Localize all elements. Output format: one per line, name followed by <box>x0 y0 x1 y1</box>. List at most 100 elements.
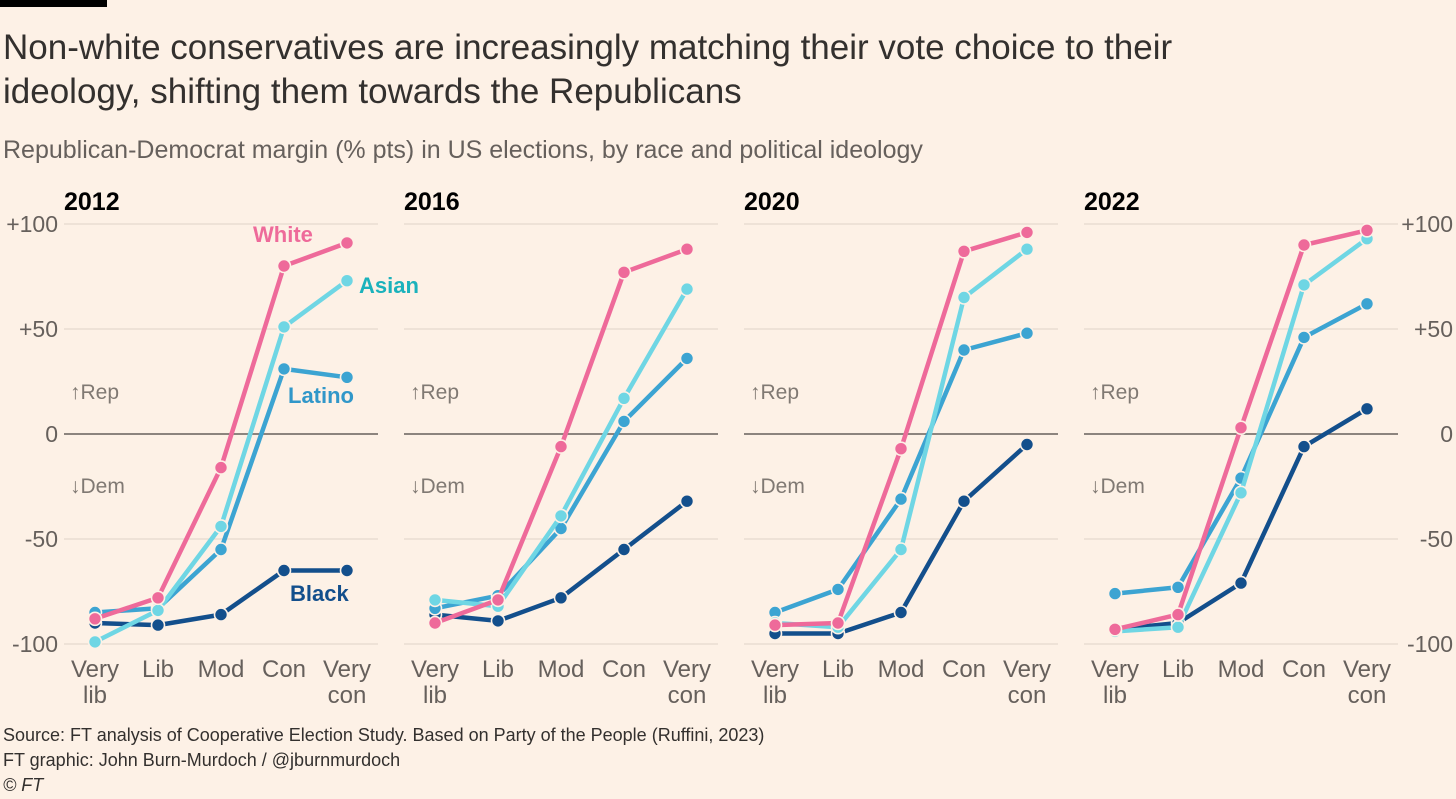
rep-direction-label: ↑Rep <box>410 381 459 404</box>
source-note: Source: FT analysis of Cooperative Elect… <box>3 725 765 745</box>
data-point-asian <box>1233 485 1249 501</box>
data-point-black <box>1359 401 1375 417</box>
data-point-asian <box>956 290 972 305</box>
x-tick-label: Very <box>71 656 119 683</box>
data-point-white <box>1359 223 1375 238</box>
dem-direction-label: ↓Dem <box>410 475 465 498</box>
x-tick-label: lib <box>83 682 107 709</box>
x-tick-label: Very <box>1091 656 1139 683</box>
x-tick-label: Con <box>262 656 306 683</box>
data-point-white <box>87 611 103 627</box>
data-point-white <box>553 439 569 454</box>
series-line-latino <box>432 356 690 611</box>
series-label-asian: Asian <box>359 273 419 298</box>
copyright-note: © FT <box>3 775 44 795</box>
chart-subtitle: Republican-Democrat margin (% pts) in US… <box>3 136 923 164</box>
series-line-white <box>432 246 690 626</box>
series-line-white <box>772 230 1030 628</box>
data-point-white <box>767 617 783 633</box>
data-point-asian <box>1170 619 1186 635</box>
data-point-black <box>553 590 569 606</box>
data-point-black <box>956 493 972 509</box>
data-point-latino <box>1107 586 1123 601</box>
data-point-latino <box>1359 296 1375 312</box>
series-line-latino <box>1112 301 1370 596</box>
y-tick-label-left: +50 <box>19 316 58 342</box>
x-tick-label: lib <box>763 682 787 709</box>
data-point-latino <box>616 414 632 429</box>
data-point-black <box>679 493 695 509</box>
x-tick-label: lib <box>1103 682 1127 709</box>
data-point-white <box>213 460 229 475</box>
series-label-white: White <box>253 222 313 247</box>
data-point-asian <box>893 542 909 557</box>
x-tick-label: Mod <box>198 656 245 683</box>
data-point-white <box>1107 621 1123 637</box>
data-point-latino <box>893 491 909 507</box>
y-tick-label-right: +50 <box>1414 316 1453 342</box>
data-point-latino <box>1170 579 1186 595</box>
dem-direction-label: ↓Dem <box>70 475 125 498</box>
y-tick-label-left: 0 <box>45 421 58 447</box>
x-tick-label: Con <box>1282 656 1326 683</box>
x-tick-label: Very <box>663 656 711 683</box>
rep-direction-label: ↑Rep <box>750 381 799 404</box>
data-point-asian <box>1296 277 1312 293</box>
x-tick-label: Very <box>751 656 799 683</box>
data-point-asian <box>553 508 569 524</box>
data-point-asian <box>339 273 355 289</box>
y-tick-label-right: +100 <box>1401 211 1453 237</box>
data-point-black <box>1233 575 1249 591</box>
chart-footer: Source: FT analysis of Cooperative Elect… <box>3 723 764 798</box>
panel-title-2022: 2022 <box>1084 188 1140 216</box>
x-tick-label: con <box>328 682 367 709</box>
data-point-latino <box>339 369 355 385</box>
data-point-black <box>1019 437 1035 452</box>
x-tick-label: Mod <box>1218 656 1265 683</box>
data-point-white <box>956 244 972 259</box>
x-tick-label: Very <box>411 656 459 683</box>
y-tick-label-right: -100 <box>1407 631 1453 657</box>
x-tick-label: Very <box>1003 656 1051 683</box>
series-line-asian <box>1112 236 1370 634</box>
data-point-latino <box>213 542 229 557</box>
data-point-latino <box>1296 330 1312 345</box>
x-tick-label: con <box>668 682 707 709</box>
data-point-black <box>1296 439 1312 454</box>
series-line-asian <box>772 246 1030 630</box>
y-tick-label-right: 0 <box>1440 421 1453 447</box>
x-tick-label: Con <box>602 656 646 683</box>
panel-title-2016: 2016 <box>404 188 460 216</box>
series-label-black: Black <box>290 581 349 606</box>
data-point-white <box>150 590 166 606</box>
data-point-white <box>427 615 443 631</box>
series-line-black <box>1112 406 1370 632</box>
data-point-white <box>679 241 695 257</box>
chart-title: Non-white conservatives are increasingly… <box>3 28 1173 111</box>
panel-title-2012: 2012 <box>64 188 120 216</box>
graphic-credit: FT graphic: John Burn-Murdoch / @jburnmu… <box>3 750 401 770</box>
data-point-black <box>150 617 166 633</box>
data-point-asian <box>427 592 443 608</box>
data-point-black <box>893 605 909 620</box>
data-point-black <box>276 563 292 578</box>
x-tick-label: Lib <box>482 656 514 683</box>
x-tick-label: con <box>1008 682 1047 709</box>
data-point-black <box>339 563 355 578</box>
data-point-black <box>213 607 229 622</box>
x-tick-label: lib <box>423 682 447 709</box>
rep-direction-label: ↑Rep <box>70 381 119 404</box>
series-line-white <box>92 240 350 622</box>
y-tick-label-left: +100 <box>6 211 58 237</box>
data-point-white <box>893 441 909 457</box>
data-point-asian <box>679 281 695 297</box>
x-tick-label: Mod <box>538 656 585 683</box>
data-point-latino <box>679 351 695 366</box>
data-point-latino <box>830 582 846 597</box>
data-point-white <box>490 592 506 608</box>
data-point-white <box>339 235 355 251</box>
panel-title-2020: 2020 <box>744 188 800 216</box>
data-point-asian <box>213 519 229 534</box>
data-point-latino <box>956 342 972 358</box>
